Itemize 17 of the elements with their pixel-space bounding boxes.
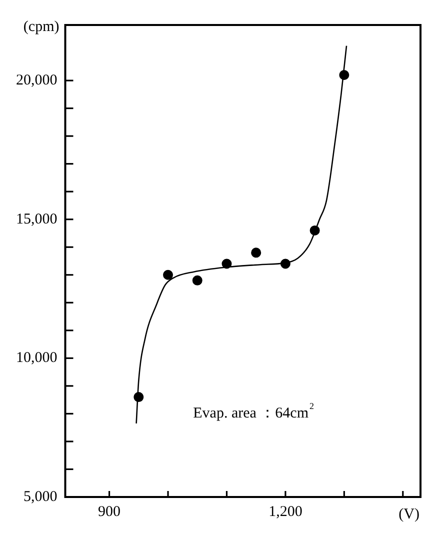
- point: [251, 248, 262, 258]
- y-tick-label: 20,000: [16, 72, 58, 88]
- point: [222, 258, 232, 269]
- point: [280, 258, 290, 269]
- y-tick-label: 5,000: [24, 488, 58, 505]
- y-axis-title: (cpm): [23, 18, 60, 35]
- line-series: [136, 45, 348, 424]
- x-tick-label: 1,200: [268, 504, 302, 520]
- point: [134, 392, 144, 402]
- point: [192, 275, 202, 286]
- y-tick-label: 10,000: [16, 350, 58, 366]
- x-tick-label: 900: [98, 504, 121, 520]
- point: [163, 270, 174, 280]
- y-tick-label: 15,000: [16, 211, 58, 228]
- point: [310, 225, 320, 236]
- x-axis-title: (V): [398, 506, 420, 522]
- point: [339, 70, 350, 80]
